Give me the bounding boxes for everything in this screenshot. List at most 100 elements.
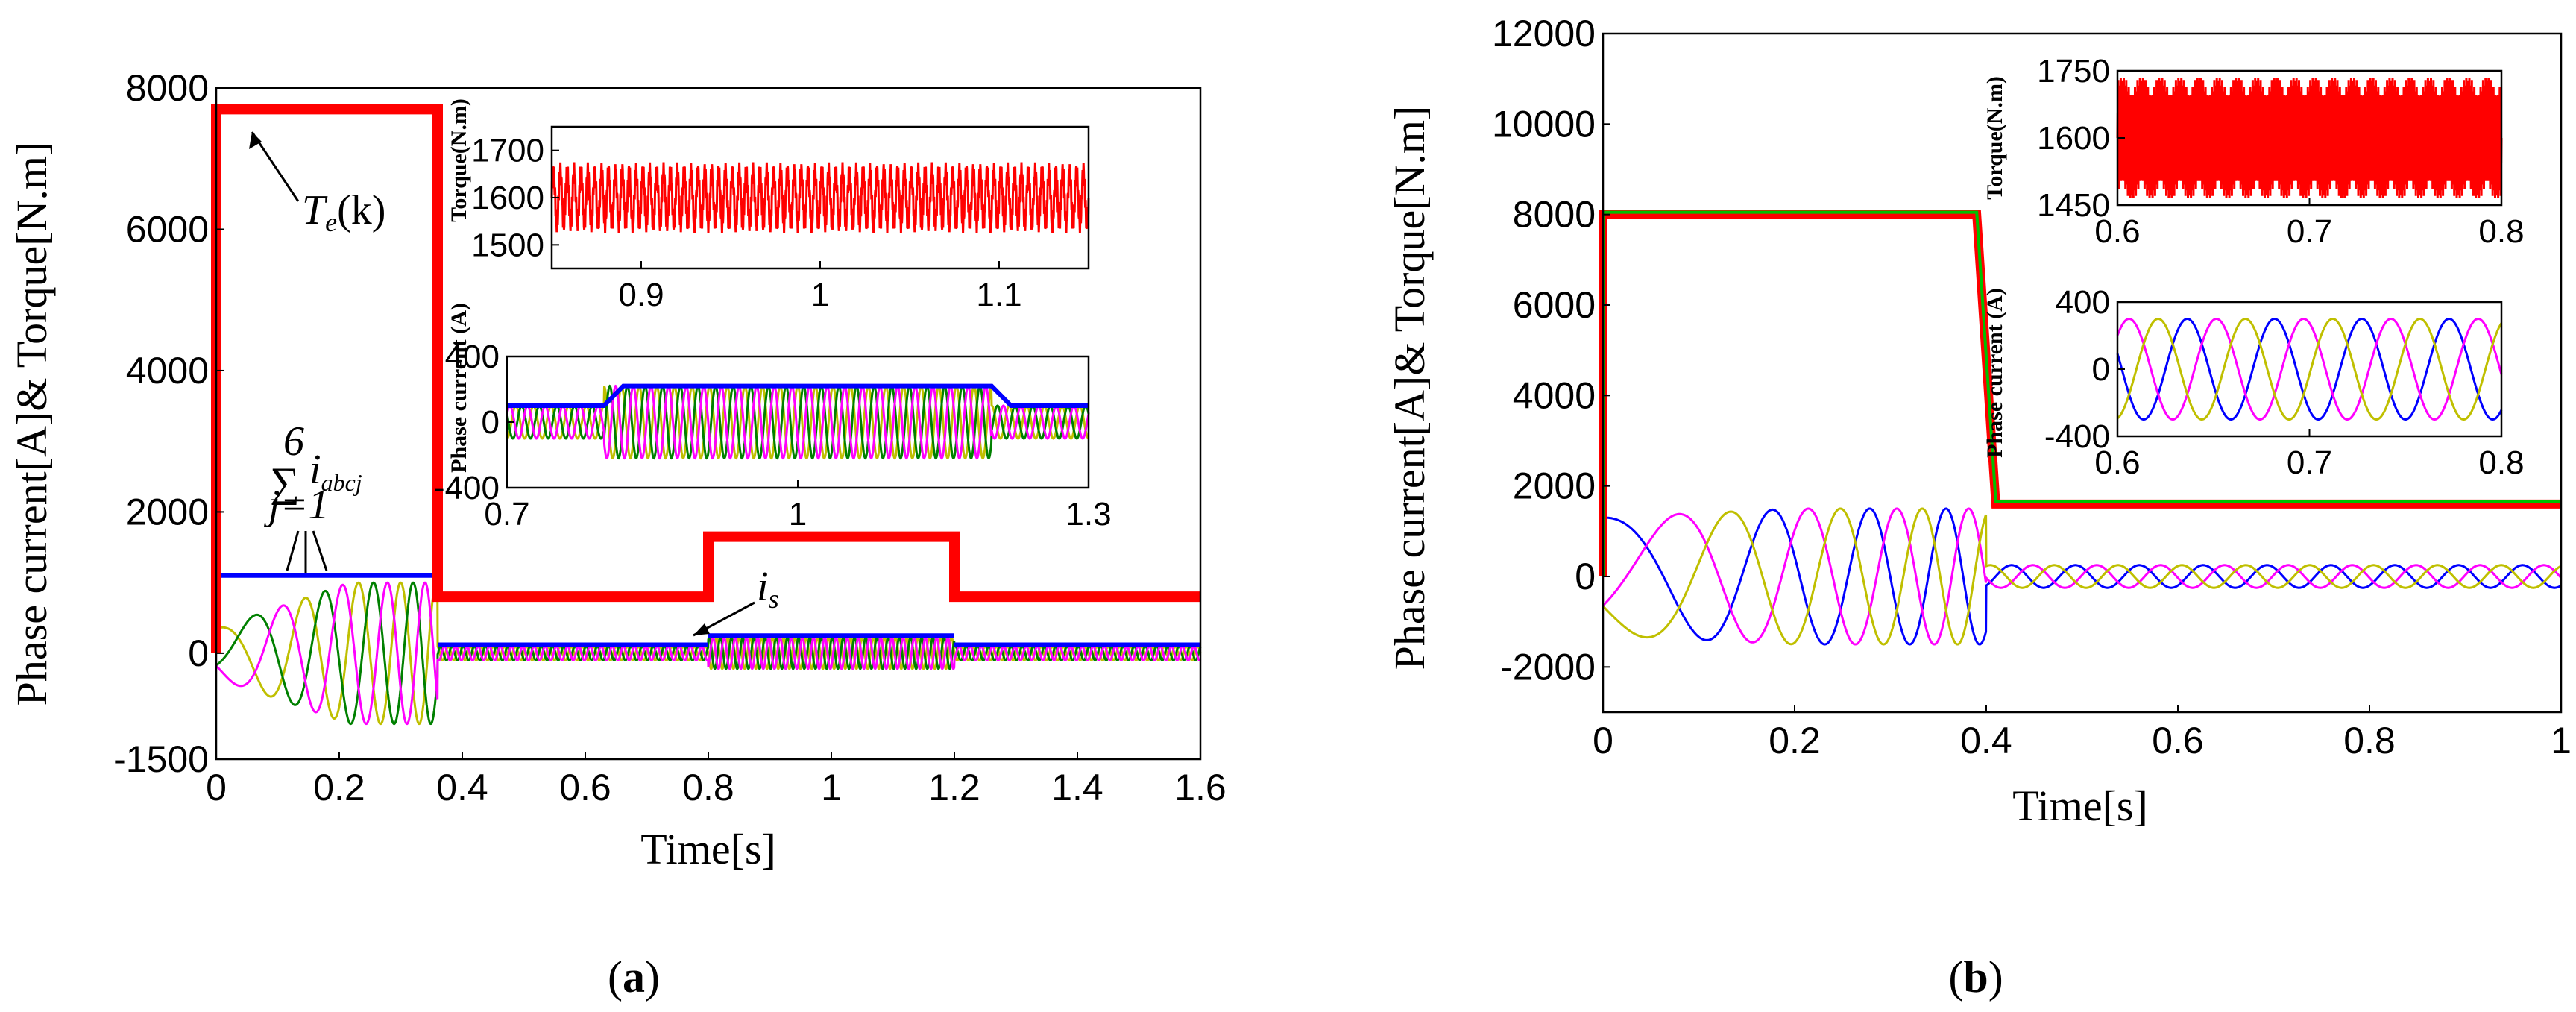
a-sum-term-sub: abcj — [321, 469, 362, 496]
a-te-arrow — [251, 131, 300, 202]
a-xtick-label: 0.2 — [313, 767, 365, 808]
a-inset-current-xtick-label: 0.7 — [484, 496, 529, 532]
a-inset-current-ylabel: Phase current (A) — [447, 303, 471, 473]
b-phase-current-line — [1603, 507, 2562, 646]
a-plot-curves — [211, 104, 1202, 726]
a-te-sub: e — [325, 207, 337, 237]
a-inset-current-bg — [507, 356, 1089, 488]
b-xtick-label: 1 — [2551, 720, 2572, 761]
b-inset-current-ytick-label: -400 — [2044, 418, 2110, 455]
b-xtick-label: 0.8 — [2343, 720, 2396, 761]
a-inset-torque-ytick-label: 1600 — [471, 180, 544, 216]
b-inset-current: 0.6 0.7 0.8 -400 0 400 — [2044, 284, 2525, 481]
b-inset-torque-ytick-label: 1600 — [2037, 120, 2110, 157]
a-inset-torque-ylabel: Torque(N.m) — [447, 98, 471, 222]
b-inset-torque-xtick-label: 0.7 — [2287, 213, 2332, 250]
a-te-arrowhead — [249, 132, 262, 149]
a-caption-open: ( — [608, 952, 623, 1002]
b-caption-open: ( — [1948, 952, 1963, 1002]
b-x-axis-label: Time[s] — [2012, 782, 2148, 830]
b-inset-torque-ripple — [2116, 78, 2503, 198]
a-xtick-label: 1.6 — [1174, 767, 1226, 808]
b-inset-torque-xtick-label: 0.8 — [2478, 213, 2524, 250]
a-inset-torque-ripple — [550, 162, 1090, 233]
a-xtick-label: 0.8 — [682, 767, 734, 808]
a-inset-current-xtick-label: 1 — [789, 496, 807, 532]
b-ytick-label: 2000 — [1513, 465, 1596, 507]
b-inset-current-ticks: 0.6 0.7 0.8 -400 0 400 — [2044, 284, 2525, 481]
a-phase-current-line — [215, 581, 1202, 726]
a-sum-arrow-1 — [286, 530, 300, 571]
a-inset-torque-ytick-label: 1700 — [471, 133, 544, 169]
b-caption: (b) — [1948, 952, 2003, 1002]
a-caption-letter: a — [623, 952, 645, 1002]
a-te-arg: (k) — [337, 187, 385, 233]
b-y-ticks: -2000 0 2000 4000 6000 8000 10000 12000 — [1492, 13, 1610, 688]
b-inset-phase-current-line — [2116, 318, 2503, 421]
b-xtick-label: 0.2 — [1769, 720, 1821, 761]
b-ytick-label: 4000 — [1513, 374, 1596, 416]
a-xtick-label: 1.2 — [928, 767, 980, 808]
a-is-main: i — [757, 564, 769, 610]
a-sum-arrow-3 — [312, 530, 328, 571]
a-sum-lower: j=1 — [264, 482, 329, 528]
a-is-sub: s — [769, 584, 779, 614]
b-ytick-label: -2000 — [1500, 646, 1596, 688]
b-inset-current-ytick-label: 0 — [2092, 351, 2110, 388]
b-phase-current-line — [1602, 507, 2563, 646]
b-inset-current-xtick-label: 0.6 — [2094, 444, 2140, 481]
b-inset-current-xtick-label: 0.7 — [2287, 444, 2332, 481]
a-x-ticks: 0 0.2 0.4 0.6 0.8 1 1.2 1.4 1.6 — [206, 752, 1226, 808]
a-inset-current-ytick-label: -400 — [434, 470, 500, 506]
a-xtick-label: 1.4 — [1051, 767, 1103, 808]
a-ytick-label: 0 — [188, 632, 209, 674]
b-ytick-label: 10000 — [1492, 103, 1596, 145]
a-xtick-label: 0.6 — [559, 767, 611, 808]
a-caption: (a) — [608, 952, 660, 1002]
b-ytick-label: 8000 — [1513, 194, 1596, 236]
a-sum-term: iabcj — [309, 447, 362, 496]
a-torque-line — [211, 104, 1200, 653]
a-sum-symbol: ∑ — [270, 459, 300, 506]
b-inset-current-xtick-label: 0.8 — [2478, 444, 2524, 481]
b-inset-torque-ytick-label: 1450 — [2037, 187, 2110, 224]
b-inset-torque-xtick-label: 0.6 — [2094, 213, 2140, 250]
b-inset-torque: 0.6 0.7 0.8 1450 1600 1750 — [2037, 53, 2524, 250]
b-inset-torque-ytick-label: 1750 — [2037, 53, 2110, 89]
a-inset-is-envelope — [507, 383, 1089, 408]
b-caption-letter: b — [1963, 952, 1988, 1002]
a-xtick-label: 1 — [821, 767, 842, 808]
b-xtick-label: 0 — [1593, 720, 1613, 761]
b-y-axis-label: Phase current[A]& Torque[N.m] — [1385, 106, 1434, 670]
a-inset-torque-ticks: 0.9 1 1.1 1500 1600 1700 — [471, 133, 1021, 313]
a-phase-current-line — [215, 581, 1202, 726]
a-xtick-label: 0 — [206, 767, 227, 808]
a-inset-current-ytick-label: 400 — [445, 339, 500, 375]
a-ytick-label: -1500 — [113, 738, 209, 780]
b-caption-close: ) — [1988, 952, 2003, 1002]
a-sum-term-main: i — [309, 447, 321, 493]
a-y-axis-label: Phase current[A]& Torque[N.m] — [7, 142, 56, 706]
a-ytick-label: 8000 — [126, 67, 209, 109]
a-ytick-label: 6000 — [126, 208, 209, 250]
a-inset-torque-xtick-label: 1.1 — [976, 277, 1021, 313]
b-inset-torque-ticks: 0.6 0.7 0.8 1450 1600 1750 — [2037, 53, 2524, 250]
b-inset-phase-current-line — [2116, 318, 2503, 421]
b-inset-current-curve — [2116, 318, 2503, 421]
a-inset-current: 0.7 1 1.3 -400 0 400 — [434, 339, 1112, 532]
a-xtick-label: 0.4 — [436, 767, 488, 808]
b-xtick-label: 0.4 — [1960, 720, 2012, 761]
a-sum-upper: 6 — [283, 418, 304, 465]
a-is-label: is — [757, 564, 779, 614]
a-inset-phase-current-line — [506, 384, 1090, 460]
a-sum-annotation: 6 ∑ j=1 iabcj — [264, 418, 362, 573]
b-phase-current-line — [1602, 507, 2562, 646]
b-ytick-label: 12000 — [1492, 13, 1596, 54]
b-inset-phase-current-line — [2117, 318, 2503, 421]
a-te-main: T — [302, 187, 328, 233]
a-is-annotation: is — [693, 564, 779, 637]
a-te-annotation: Te(k) — [249, 131, 385, 237]
a-ytick-label: 2000 — [126, 491, 209, 532]
a-inset-torque-xtick-label: 1 — [811, 277, 829, 313]
